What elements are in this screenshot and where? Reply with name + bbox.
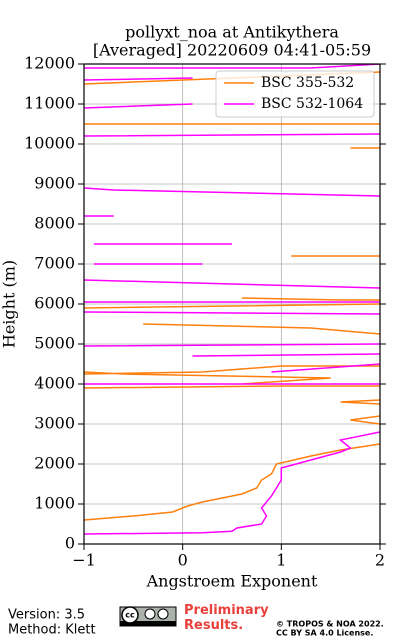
cc-text: cc <box>125 611 135 620</box>
legend-label: BSC 532-1064 <box>261 96 363 112</box>
chart-subtitle: [Averaged] 20220609 04:41-05:59 <box>93 41 371 60</box>
y-tick-label: 1000 <box>34 494 75 513</box>
y-tick-label: 9000 <box>34 174 75 193</box>
method: Method: Klett <box>8 623 96 638</box>
y-tick-label: 0 <box>65 534 75 553</box>
plot-frame <box>83 63 381 545</box>
legend-label: BSC 355-532 <box>261 75 354 91</box>
y-tick-label: 8000 <box>34 214 75 233</box>
y-tick-label: 12000 <box>24 54 75 73</box>
x-axis-label: Angstroem Exponent <box>146 572 318 591</box>
y-tick-label: 2000 <box>34 454 75 473</box>
license: CC BY SA 4.0 License. <box>276 629 373 638</box>
chart-title: pollyxt_noa at Antikythera <box>125 23 339 42</box>
preliminary: Preliminary Results. <box>184 603 273 633</box>
series-line <box>84 71 380 521</box>
y-tick-label: 7000 <box>34 254 75 273</box>
copyright: © TROPOS & NOA 2022. <box>276 620 384 629</box>
y-axis-label: Height (m) <box>0 260 19 348</box>
y-tick-label: 11000 <box>24 94 75 113</box>
y-tick-label: 10000 <box>24 134 75 153</box>
y-tick-label: 4000 <box>34 374 75 393</box>
y-tick-label: 6000 <box>34 294 75 313</box>
y-tick-label: 3000 <box>34 414 75 433</box>
series-line <box>84 64 380 535</box>
plot-area <box>84 64 380 535</box>
x-tick-label: 2 <box>375 551 385 570</box>
y-tick-label: 5000 <box>34 334 75 353</box>
version: Version: 3.5 <box>8 608 85 623</box>
legend-box <box>215 70 375 118</box>
x-tick-label: 0 <box>178 551 188 570</box>
cc-badge: cc <box>119 606 177 627</box>
x-tick-label: 1 <box>276 551 286 570</box>
x-tick-label: −1 <box>72 551 96 570</box>
